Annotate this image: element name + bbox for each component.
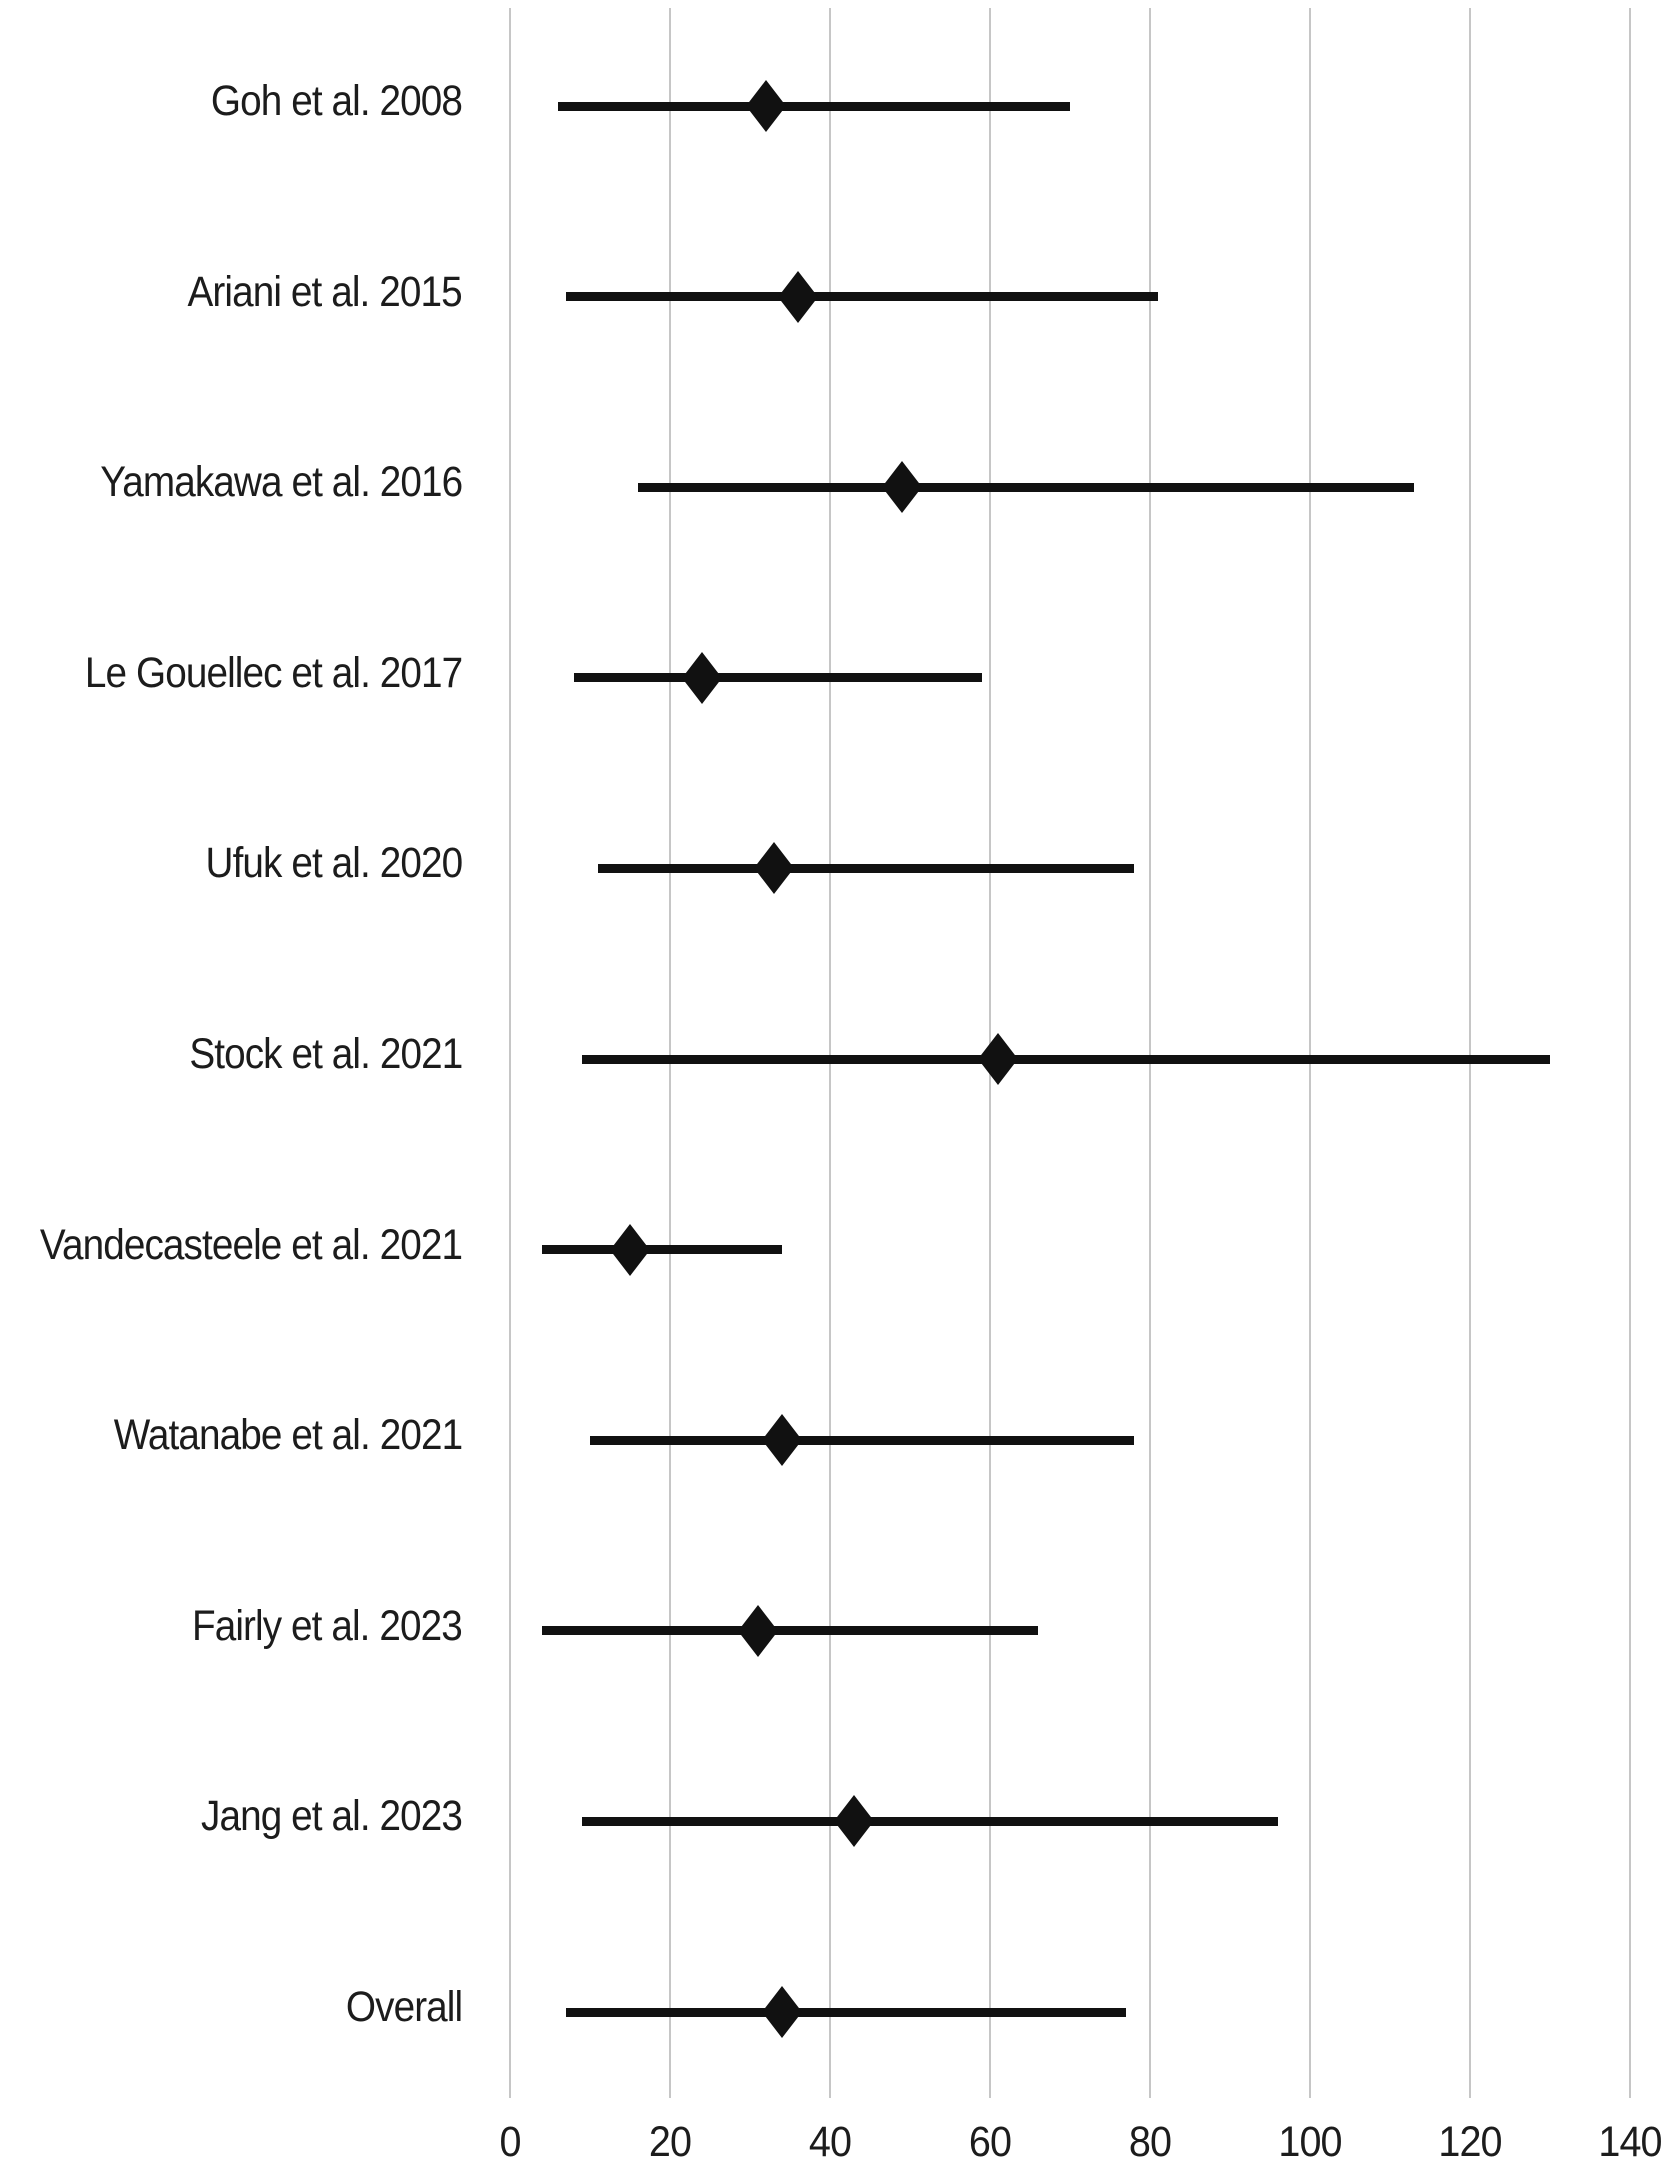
x-gridline	[829, 8, 831, 2098]
x-gridline	[509, 8, 511, 2098]
study-label: Ufuk et al. 2020	[205, 839, 463, 887]
point-estimate-diamond	[746, 80, 786, 132]
x-gridline	[1149, 8, 1151, 2098]
study-label: Ariani et al. 2015	[187, 268, 463, 316]
x-tick-label: 40	[808, 2118, 852, 2166]
point-estimate-diamond	[682, 652, 722, 704]
x-gridline	[669, 8, 671, 2098]
confidence-interval-line	[574, 673, 982, 682]
point-estimate-diamond	[762, 1414, 802, 1466]
study-label: Stock et al. 2021	[189, 1030, 463, 1078]
confidence-interval-line	[566, 2008, 1126, 2017]
study-label: Fairly et al. 2023	[192, 1602, 463, 1650]
x-tick-label: 100	[1278, 2118, 1342, 2166]
confidence-interval-line	[566, 292, 1158, 301]
point-estimate-diamond	[978, 1033, 1018, 1085]
x-tick-label: 20	[648, 2118, 692, 2166]
point-estimate-diamond	[882, 461, 922, 513]
point-estimate-diamond	[834, 1795, 874, 1847]
confidence-interval-line	[542, 1626, 1038, 1635]
point-estimate-diamond	[754, 842, 794, 894]
study-label: Overall	[345, 1983, 463, 2031]
point-estimate-diamond	[778, 271, 818, 323]
confidence-interval-line	[542, 1245, 782, 1254]
study-label: Goh et al. 2008	[210, 77, 463, 125]
x-gridline	[1469, 8, 1471, 2098]
point-estimate-diamond	[762, 1986, 802, 2038]
x-tick-label: 80	[1128, 2118, 1172, 2166]
confidence-interval-line	[638, 483, 1414, 492]
study-label: Watanabe et al. 2021	[113, 1411, 463, 1459]
confidence-interval-line	[582, 1055, 1550, 1064]
x-gridline	[1309, 8, 1311, 2098]
confidence-interval-line	[582, 1817, 1278, 1826]
confidence-interval-line	[590, 1436, 1134, 1445]
study-label: Yamakawa et al. 2016	[99, 458, 463, 506]
confidence-interval-line	[558, 102, 1070, 111]
x-gridline	[1629, 8, 1631, 2098]
point-estimate-diamond	[738, 1605, 778, 1657]
study-label: Le Gouellec et al. 2017	[84, 649, 463, 697]
study-label: Jang et al. 2023	[200, 1792, 463, 1840]
x-tick-label: 60	[968, 2118, 1012, 2166]
x-tick-label: 0	[499, 2118, 521, 2166]
point-estimate-diamond	[610, 1224, 650, 1276]
x-tick-label: 120	[1438, 2118, 1502, 2166]
x-tick-label: 140	[1598, 2118, 1662, 2166]
confidence-interval-line	[598, 864, 1134, 873]
study-label: Vandecasteele et al. 2021	[39, 1221, 463, 1269]
